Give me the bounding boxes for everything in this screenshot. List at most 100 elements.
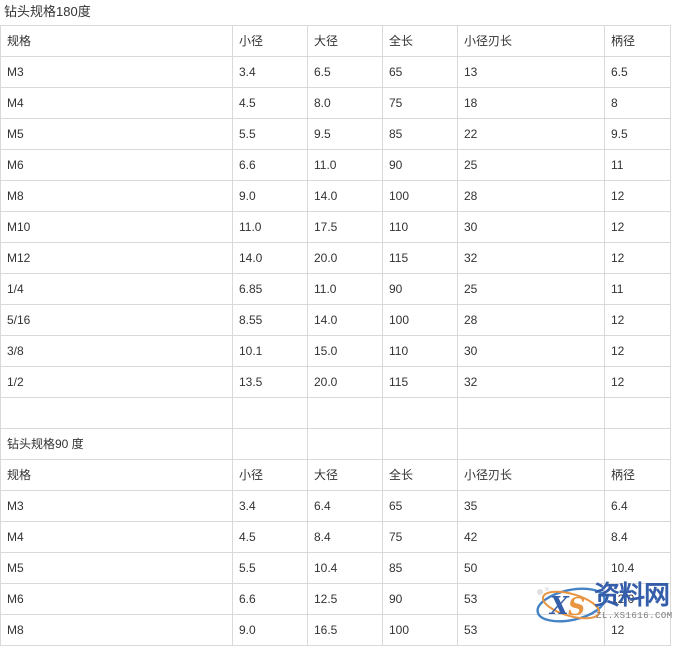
table-row: M6 6.6 11.0 90 25 11 (0, 149, 671, 181)
cell-total-length: 65 (382, 56, 458, 88)
cell-spec: M8 (0, 614, 233, 646)
cell-small-dia: 8.55 (232, 304, 308, 336)
cell-large-dia: 8.0 (307, 87, 383, 119)
table-row: 1/4 6.85 11.0 90 25 11 (0, 273, 671, 305)
cell-shank-dia: 8 (604, 87, 671, 119)
cell-flute-length: 25 (457, 149, 605, 181)
cell-spec: 3/8 (0, 335, 233, 367)
cell-total-length: 90 (382, 149, 458, 181)
cell-total-length: 110 (382, 335, 458, 367)
cell-flute-length: 42 (457, 521, 605, 553)
cell-flute-length: 18 (457, 87, 605, 119)
cell-small-dia: 6.85 (232, 273, 308, 305)
cell-large-dia: 16.5 (307, 614, 383, 646)
column-header-total-length: 全长 (382, 459, 458, 491)
cell-large-dia: 12.5 (307, 583, 383, 615)
cell-small-dia: 6.6 (232, 583, 308, 615)
cell-shank-dia: 12.0 (604, 583, 671, 615)
table-row: M8 9.0 16.5 100 53 12 (0, 614, 671, 646)
cell-shank-dia: 12 (604, 242, 671, 274)
column-header-shank-dia: 柄径 (604, 459, 671, 491)
table-row: M3 3.4 6.5 65 13 6.5 (0, 56, 671, 88)
cell-total-length: 110 (382, 211, 458, 243)
cell-empty (382, 397, 458, 429)
table-header-row-1: 规格 小径 大径 全长 小径刃长 柄径 (0, 25, 671, 57)
column-header-large-dia: 大径 (307, 25, 383, 57)
column-header-small-dia: 小径 (232, 25, 308, 57)
cell-large-dia: 14.0 (307, 180, 383, 212)
cell-shank-dia: 11 (604, 273, 671, 305)
cell-flute-length: 32 (457, 242, 605, 274)
table-row: M10 11.0 17.5 110 30 12 (0, 211, 671, 243)
cell-small-dia: 10.1 (232, 335, 308, 367)
cell-flute-length: 35 (457, 490, 605, 522)
cell-empty (0, 397, 233, 429)
cell-shank-dia: 6.4 (604, 490, 671, 522)
cell-spec: 1/2 (0, 366, 233, 398)
cell-large-dia: 6.4 (307, 490, 383, 522)
cell-large-dia: 6.5 (307, 56, 383, 88)
page-title: 钻头规格180度 (4, 4, 91, 19)
cell-total-length: 90 (382, 273, 458, 305)
cell-total-length: 100 (382, 180, 458, 212)
cell-empty (382, 428, 458, 460)
cell-shank-dia: 12 (604, 211, 671, 243)
cell-flute-length: 28 (457, 180, 605, 212)
table-body: 规格 小径 大径 全长 小径刃长 柄径 M3 3.4 6.5 65 13 6.5… (0, 25, 671, 646)
column-header-total-length: 全长 (382, 25, 458, 57)
cell-flute-length: 22 (457, 118, 605, 150)
drill-spec-table: 规格 小径 大径 全长 小径刃长 柄径 M3 3.4 6.5 65 13 6.5… (0, 25, 671, 646)
table-row: M4 4.5 8.4 75 42 8.4 (0, 521, 671, 553)
cell-large-dia: 14.0 (307, 304, 383, 336)
cell-shank-dia: 12 (604, 366, 671, 398)
cell-shank-dia: 12 (604, 304, 671, 336)
cell-empty (232, 397, 308, 429)
table-row: 3/8 10.1 15.0 110 30 12 (0, 335, 671, 367)
cell-flute-length: 28 (457, 304, 605, 336)
cell-spec: M4 (0, 521, 233, 553)
cell-large-dia: 20.0 (307, 366, 383, 398)
table-row: M4 4.5 8.0 75 18 8 (0, 87, 671, 119)
cell-total-length: 100 (382, 614, 458, 646)
cell-flute-length: 30 (457, 335, 605, 367)
column-header-flute-length: 小径刃长 (457, 25, 605, 57)
cell-small-dia: 6.6 (232, 149, 308, 181)
cell-empty (307, 397, 383, 429)
cell-empty (604, 397, 671, 429)
cell-spec: 5/16 (0, 304, 233, 336)
cell-empty (307, 428, 383, 460)
table-row: 1/2 13.5 20.0 115 32 12 (0, 366, 671, 398)
cell-spec: M6 (0, 583, 233, 615)
cell-small-dia: 4.5 (232, 521, 308, 553)
cell-shank-dia: 8.4 (604, 521, 671, 553)
document-page: 钻头规格180度 规格 小径 大径 全长 小径刃长 柄径 M3 3.4 (0, 4, 672, 646)
column-header-shank-dia: 柄径 (604, 25, 671, 57)
cell-spec: M12 (0, 242, 233, 274)
cell-spec: M10 (0, 211, 233, 243)
column-header-flute-length: 小径刃长 (457, 459, 605, 491)
table-row: M5 5.5 9.5 85 22 9.5 (0, 118, 671, 150)
cell-small-dia: 13.5 (232, 366, 308, 398)
cell-flute-length: 53 (457, 583, 605, 615)
cell-shank-dia: 9.5 (604, 118, 671, 150)
cell-total-length: 90 (382, 583, 458, 615)
cell-small-dia: 3.4 (232, 490, 308, 522)
cell-empty (604, 428, 671, 460)
cell-flute-length: 30 (457, 211, 605, 243)
cell-shank-dia: 10.4 (604, 552, 671, 584)
cell-large-dia: 8.4 (307, 521, 383, 553)
cell-spec: M6 (0, 149, 233, 181)
cell-empty (457, 428, 605, 460)
cell-flute-length: 32 (457, 366, 605, 398)
cell-spec: M5 (0, 118, 233, 150)
cell-shank-dia: 6.5 (604, 56, 671, 88)
cell-spec: M5 (0, 552, 233, 584)
cell-large-dia: 11.0 (307, 149, 383, 181)
cell-total-length: 75 (382, 521, 458, 553)
table-row: M5 5.5 10.4 85 50 10.4 (0, 552, 671, 584)
cell-large-dia: 20.0 (307, 242, 383, 274)
cell-empty (457, 397, 605, 429)
column-header-large-dia: 大径 (307, 459, 383, 491)
cell-shank-dia: 12 (604, 335, 671, 367)
cell-flute-length: 25 (457, 273, 605, 305)
